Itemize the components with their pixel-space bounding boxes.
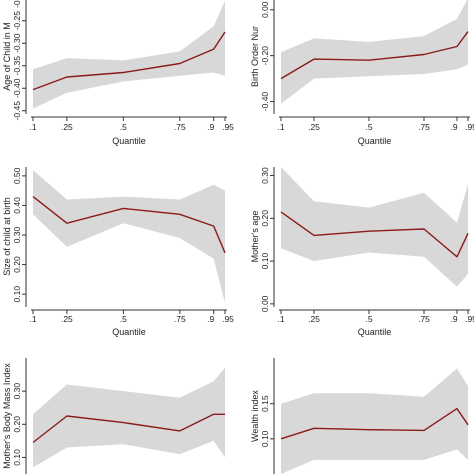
x-tick-label: .5 [120,314,127,324]
y-axis-title: Mother's Body Mass Index [2,363,12,469]
x-tick-label: .75 [418,122,430,132]
y-tick-label: -0.35 [12,56,22,76]
y-tick-label: -0.40 [260,92,270,112]
panel-1: -0.45 -0.40 -0.35 -0.30 -0.25 -0.20 Age of Chi… [2,0,234,146]
y-tick-label: 0.10 [12,449,22,466]
confidence-band [33,367,225,468]
y-tick-label: 0.15 [260,395,270,412]
y-tick-label: -0.45 [12,101,22,121]
x-tick-label: .1 [277,122,284,132]
y-tick-label: -0.30 [12,33,22,53]
y-tick-label: -0.20 [12,0,22,8]
panel-3: 0.10 0.20 0.30 0.40 0.50 Size of child at bir… [2,167,234,337]
x-tick-label: .95 [465,314,474,324]
y-tick-label: 0.50 [12,167,22,184]
estimate-line [32,413,225,444]
x-tick-label: .75 [174,314,186,324]
y-tick-label: 0.30 [12,383,22,400]
y-tick-label: 0.10 [12,286,22,303]
x-tick-label: .75 [418,314,430,324]
x-tick-label: .95 [222,122,234,132]
estimate-line [280,31,469,80]
confidence-band [281,0,468,104]
x-axis-title: Quantile [358,327,392,337]
x-tick-label: .25 [61,314,73,324]
y-tick-label: 0.20 [12,256,22,273]
confidence-band [33,0,225,109]
y-tick-label: -0.40 [12,78,22,98]
y-tick-label: -0.25 [12,11,22,31]
x-tick-label: .25 [308,314,320,324]
y-axis-title: Wealth index [250,390,260,442]
confidence-band [33,170,225,303]
confidence-band [281,368,468,474]
estimate-line [32,196,226,254]
y-axis-title: Age of Child in M [2,22,12,91]
y-axis-title: Size of child at birth [2,197,12,276]
x-axis-title: Quantile [358,136,392,146]
x-tick-label: .9 [207,122,214,132]
x-tick-label: .75 [174,122,186,132]
x-tick-label: .1 [29,122,36,132]
x-tick-label: .9 [207,314,214,324]
x-tick-label: .25 [308,122,320,132]
x-axis-title: Quantile [112,327,146,337]
x-tick-label: .5 [120,122,127,132]
panel-4: 0.00 0.10 0.20 0.30 Mother's age .1 .25 .5 .75 .9… [250,167,474,337]
y-tick-label: 0.30 [12,226,22,243]
estimate-line [280,407,469,440]
y-tick-label: 0.10 [260,253,270,270]
x-tick-label: .5 [365,314,372,324]
y-axis-title: Mother's age [250,211,260,263]
y-tick-label: -0.20 [260,46,270,66]
y-tick-label: 0.20 [260,210,270,227]
confidence-band [281,167,468,287]
x-tick-label: .1 [29,314,36,324]
y-tick-label: 0.20 [12,416,22,433]
x-tick-label: .95 [465,122,474,132]
y-tick-label: 0.40 [12,197,22,214]
y-axis-title: Birth Order Nur [250,26,260,87]
x-tick-label: .25 [61,122,73,132]
y-tick-label: 0.10 [260,430,270,447]
x-tick-label: .1 [277,314,284,324]
x-tick-label: .95 [222,314,234,324]
y-tick-label: 0.00 [260,1,270,18]
estimate-line [32,31,226,91]
x-tick-label: .5 [365,122,372,132]
x-axis-title: Quantile [112,136,146,146]
y-tick-label: 0.30 [260,167,270,184]
estimate-line [280,211,469,258]
x-tick-label: .9 [450,314,457,324]
y-tick-label: 0.00 [260,295,270,312]
x-tick-label: .9 [450,122,457,132]
